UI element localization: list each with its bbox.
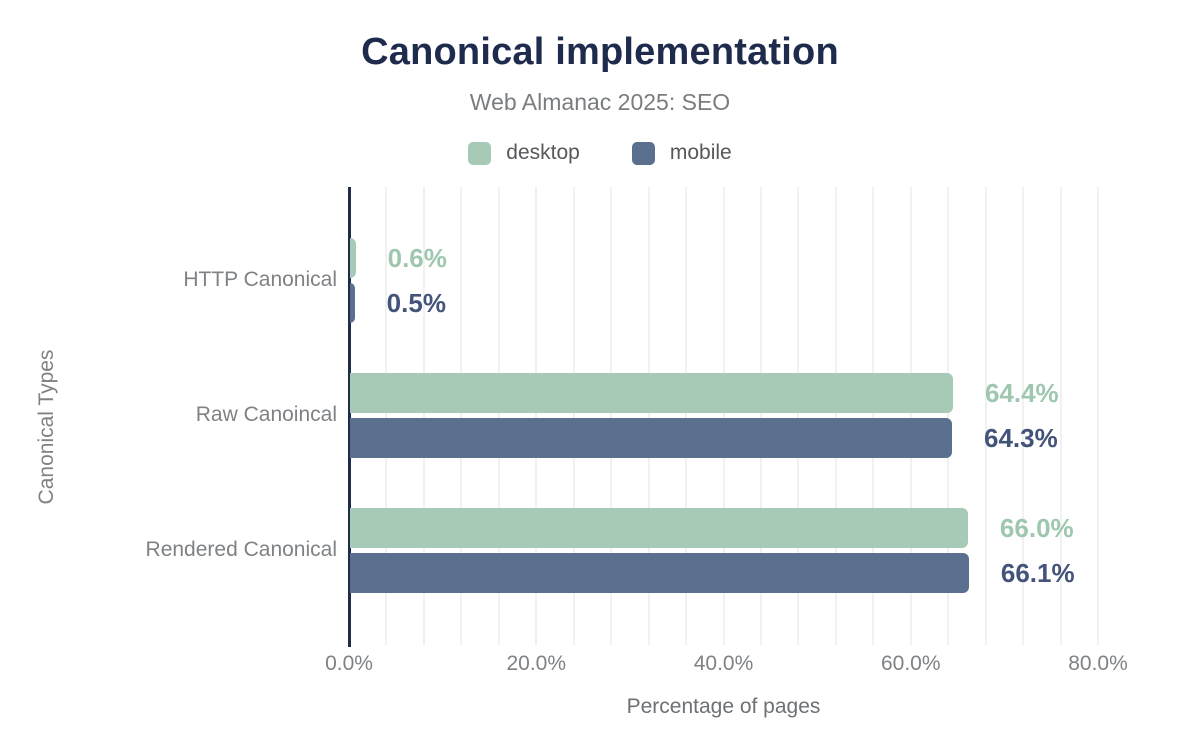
x-tick-label-40: 40.0% <box>693 652 754 675</box>
value-label-mobile-raw-canoincal: 64.3% <box>984 422 1058 453</box>
y-axis-line <box>348 187 351 647</box>
bar-mobile-http-canonical[interactable] <box>350 282 355 323</box>
gridline <box>1097 187 1099 645</box>
gridline <box>685 187 688 645</box>
bar-desktop-raw-canoincal[interactable] <box>350 372 953 413</box>
gridline <box>647 187 650 645</box>
gridline <box>909 187 912 645</box>
legend-label-mobile: mobile <box>669 141 732 164</box>
legend-swatch-desktop <box>468 141 492 165</box>
gridline <box>947 187 950 645</box>
category-label-raw-canoincal: Raw Canoincal <box>195 403 337 426</box>
gridline <box>984 187 987 645</box>
legend-swatch-mobile <box>631 141 655 165</box>
gridline <box>460 187 463 645</box>
gridline <box>1059 187 1062 645</box>
bar-desktop-http-canonical[interactable] <box>350 237 356 278</box>
value-label-mobile-http-canonical: 0.5% <box>386 287 446 318</box>
gridline <box>572 187 575 645</box>
gridline <box>385 187 388 645</box>
legend-item-mobile: mobile <box>631 141 732 165</box>
bar-desktop-rendered-canonical[interactable] <box>350 507 968 548</box>
bar-mobile-raw-canoincal[interactable] <box>350 417 952 458</box>
value-label-mobile-rendered-canonical: 66.1% <box>1000 557 1075 588</box>
value-label-desktop-rendered-canonical: 66.0% <box>999 512 1074 543</box>
category-label-http-canonical: HTTP Canonical <box>183 268 337 291</box>
legend: desktop mobile <box>0 141 1200 165</box>
chart-subtitle: Web Almanac 2025: SEO <box>469 89 731 115</box>
x-tick-label-0: 0.0% <box>325 652 373 675</box>
value-label-desktop-raw-canoincal: 64.4% <box>984 377 1059 408</box>
plot-area: 0.6% 0.5% 64.4% 64.3% 66.0% 66.1% <box>348 187 1130 647</box>
category-label-rendered-canonical: Rendered Canonical <box>145 538 337 561</box>
gridline <box>797 187 800 645</box>
gridline <box>759 187 762 645</box>
gridline <box>722 187 725 645</box>
legend-item-desktop: desktop <box>468 141 580 165</box>
gridline <box>610 187 613 645</box>
gridline <box>422 187 425 645</box>
chart-title: Canonical implementation <box>361 31 839 73</box>
gridline <box>535 187 538 645</box>
gridline <box>872 187 875 645</box>
x-tick-label-80: 80.0% <box>1068 652 1128 675</box>
gridline <box>834 187 837 645</box>
bar-mobile-rendered-canonical[interactable] <box>350 552 969 593</box>
x-tick-label-20: 20.0% <box>506 652 567 675</box>
legend-label-desktop: desktop <box>506 141 580 164</box>
gridline <box>497 187 500 645</box>
x-axis-title: Percentage of pages <box>626 695 821 718</box>
value-label-desktop-http-canonical: 0.6% <box>387 242 447 273</box>
x-tick-label-60: 60.0% <box>880 652 941 675</box>
gridline <box>1022 187 1025 645</box>
